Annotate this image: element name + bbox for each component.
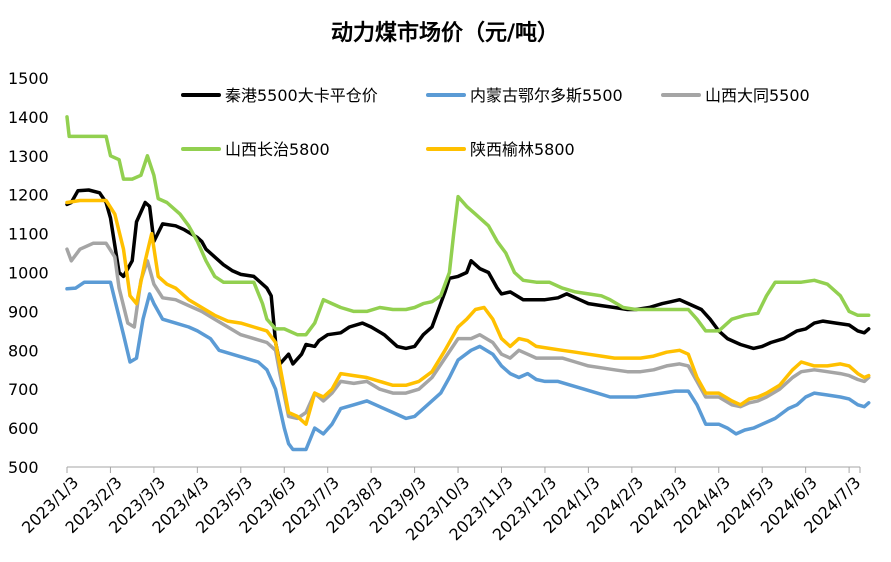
plot-area xyxy=(65,115,871,452)
y-axis: 500 600 700 800 900 1000 1100 1200 1300 1400 1500 xyxy=(8,69,49,477)
y-tick-label: 600 xyxy=(8,419,39,438)
y-tick-label: 1200 xyxy=(8,186,49,205)
x-axis: 2023/1/32023/2/32023/3/32023/4/32023/5/3… xyxy=(18,466,864,544)
legend-label: 陕西榆林5800 xyxy=(470,140,575,159)
y-tick-label: 700 xyxy=(8,380,39,399)
series-line-1 xyxy=(65,188,871,366)
legend-label: 山西长治5800 xyxy=(225,140,330,159)
y-tick-label: 1400 xyxy=(8,108,49,127)
series-line-3 xyxy=(65,241,871,421)
legend: 秦港5500大卡平仓价 内蒙古鄂尔多斯5500 山西大同5500 山西长治5800 陕西… xyxy=(181,86,810,159)
y-tick-label: 900 xyxy=(8,302,39,321)
y-tick-label: 1500 xyxy=(8,69,49,88)
series-line-4 xyxy=(65,115,871,337)
y-tick-label: 1100 xyxy=(8,225,49,244)
legend-label: 山西大同5500 xyxy=(705,86,810,105)
legend-label: 秦港5500大卡平仓价 xyxy=(225,86,378,105)
y-tick-label: 500 xyxy=(8,458,39,477)
chart-title: 动力煤市场价（元/吨） xyxy=(331,20,559,46)
y-tick-label: 1000 xyxy=(8,264,49,283)
series-line-2 xyxy=(65,280,871,452)
series-line-5 xyxy=(65,198,871,426)
y-tick-label: 800 xyxy=(8,341,39,360)
legend-label: 内蒙古鄂尔多斯5500 xyxy=(470,86,623,105)
y-tick-label: 1300 xyxy=(8,147,49,166)
